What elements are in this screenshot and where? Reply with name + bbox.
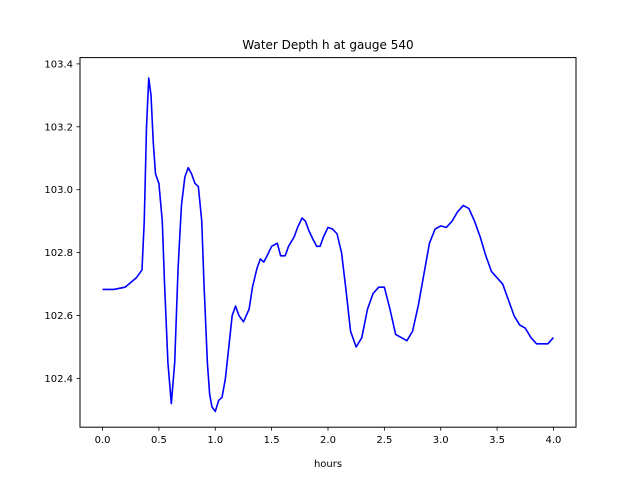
y-tick-label: 102.6 xyxy=(44,311,73,322)
x-tick-label: 3.0 xyxy=(433,435,449,446)
x-axis: 0.0 0.5 1.0 1.5 2.0 2.5 3.0 3.5 4.0 xyxy=(95,427,562,446)
y-tick-label: 103.4 xyxy=(44,59,73,70)
x-tick-label: 2.0 xyxy=(320,435,336,446)
y-tick-label: 103.2 xyxy=(44,122,73,133)
chart-title: Water Depth h at gauge 540 xyxy=(242,38,413,52)
water-depth-line xyxy=(102,77,555,413)
x-tick-label: 1.5 xyxy=(264,435,280,446)
y-tick-label: 102.8 xyxy=(44,248,73,259)
x-tick-label: 4.0 xyxy=(546,435,562,446)
x-tick-label: 1.0 xyxy=(207,435,223,446)
x-tick-label: 3.5 xyxy=(489,435,505,446)
x-tick-label: 0.5 xyxy=(151,435,167,446)
x-axis-label: hours xyxy=(314,459,342,470)
y-tick-label: 102.4 xyxy=(44,374,73,385)
y-tick-label: 103.0 xyxy=(44,185,73,196)
x-tick-label: 2.5 xyxy=(376,435,392,446)
x-tick-label: 0.0 xyxy=(95,435,111,446)
y-axis: 102.4 102.6 102.8 103.0 103.2 103.4 xyxy=(44,59,80,385)
